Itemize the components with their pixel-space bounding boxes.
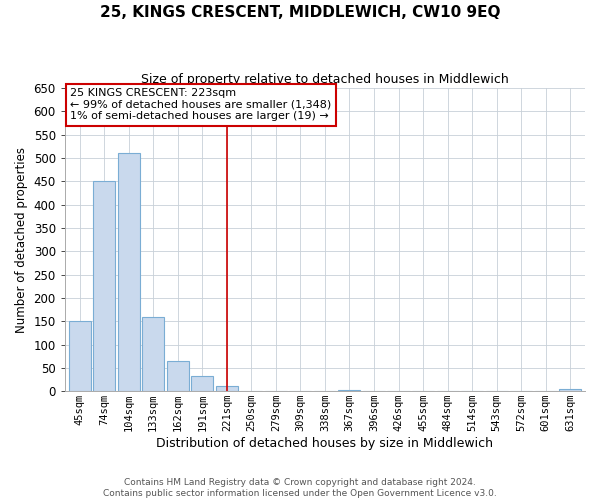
Bar [167, 361, 189, 391]
Text: Contains HM Land Registry data © Crown copyright and database right 2024.
Contai: Contains HM Land Registry data © Crown c… [103, 478, 497, 498]
Y-axis label: Number of detached properties: Number of detached properties [15, 146, 28, 332]
Bar [93, 182, 115, 391]
Text: 25 KINGS CRESCENT: 223sqm
← 99% of detached houses are smaller (1,348)
1% of sem: 25 KINGS CRESCENT: 223sqm ← 99% of detac… [70, 88, 331, 122]
Text: 25, KINGS CRESCENT, MIDDLEWICH, CW10 9EQ: 25, KINGS CRESCENT, MIDDLEWICH, CW10 9EQ [100, 5, 500, 20]
Bar [68, 321, 91, 391]
Bar [338, 390, 361, 391]
X-axis label: Distribution of detached houses by size in Middlewich: Distribution of detached houses by size … [157, 437, 493, 450]
Title: Size of property relative to detached houses in Middlewich: Size of property relative to detached ho… [141, 72, 509, 86]
Bar [118, 154, 140, 391]
Bar [559, 389, 581, 391]
Bar [216, 386, 238, 391]
Bar [191, 376, 213, 391]
Bar [142, 316, 164, 391]
